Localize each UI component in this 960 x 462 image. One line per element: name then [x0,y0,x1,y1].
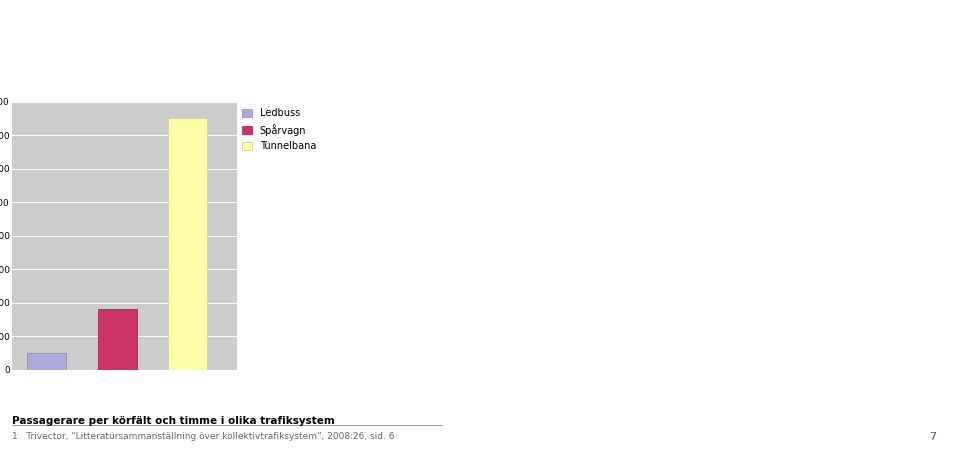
Text: 1   Trivector, “Litteratursammanställning över kollektivtrafiksystem”, 2008:26, : 1 Trivector, “Litteratursammanställning … [12,432,394,441]
Bar [98,310,136,370]
Text: Passagerare per körfält och timme i olika trafiksystem: Passagerare per körfält och timme i olik… [12,416,334,426]
Bar [168,118,207,370]
Legend: Ledbuss, Spårvagn, Tunnelbana: Ledbuss, Spårvagn, Tunnelbana [240,107,318,153]
Text: 7: 7 [929,432,936,442]
Bar [28,353,66,370]
